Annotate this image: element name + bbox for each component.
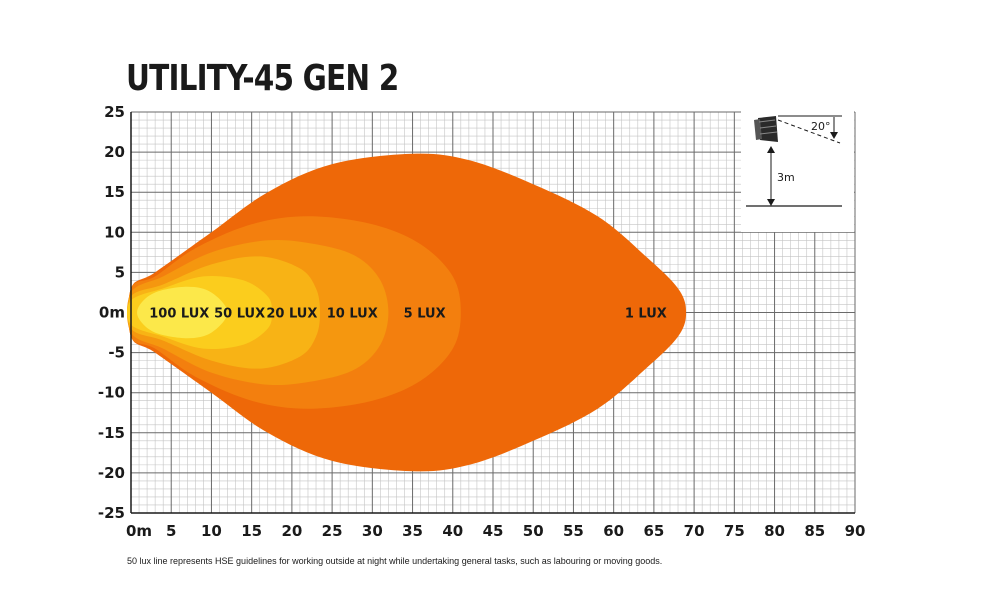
x-tick-label: 5 [166,522,176,540]
x-tick-label: 65 [643,522,664,540]
x-tick-label: 85 [804,522,825,540]
zone-label-50-lux: 50 LUX [214,307,265,322]
y-tick-label: -25 [98,504,125,522]
x-tick-label: 0m [126,522,152,540]
x-tick-label: 50 [523,522,544,540]
y-tick-label: 20 [104,143,125,161]
zone-label-5-lux: 5 LUX [404,307,446,322]
y-tick-label: 5 [115,263,125,281]
x-tick-label: 70 [684,522,705,540]
angle-label: 20° [811,120,831,133]
zone-label-100-lux: 100 LUX [149,307,209,322]
y-tick-label: -20 [98,464,125,482]
x-tick-label: 80 [764,522,785,540]
x-tick-label: 35 [402,522,423,540]
zone-label-10-lux: 10 LUX [327,307,378,322]
lamp-icon [754,116,778,142]
x-tick-label: 15 [241,522,262,540]
y-tick-label: -10 [98,384,125,402]
axes [130,112,855,514]
x-tick-label: 45 [483,522,504,540]
x-tick-label: 90 [845,522,866,540]
y-tick-label: 10 [104,223,125,241]
lux-zones [127,153,687,472]
chart-title: UTILITY-45 GEN 2 [126,58,399,99]
y-tick-label: 0m [99,304,125,322]
zone-100-lux [137,286,228,339]
x-tick-label: 30 [362,522,383,540]
y-tick-label: -15 [98,424,125,442]
x-tick-label: 60 [603,522,624,540]
height-label: 3m [777,171,795,184]
zone-label-1-lux: 1 LUX [625,307,667,322]
x-tick-labels: 0m 5 10 15 20 25 30 35 40 45 50 55 60 65 70 75 80 85 90 [126,522,865,540]
zone-labels: 100 LUX 50 LUX 20 LUX 10 LUX 5 LUX 1 LUX [149,307,667,322]
zone-label-20-lux: 20 LUX [266,307,317,322]
y-tick-label: -5 [108,344,125,362]
y-tick-label: 25 [104,103,125,121]
x-tick-label: 55 [563,522,584,540]
y-tick-label: 15 [104,183,125,201]
footnote: 50 lux line represents HSE guidelines fo… [127,556,663,566]
x-tick-label: 10 [201,522,222,540]
x-tick-label: 75 [724,522,745,540]
mounting-diagram: 20° 3m [741,109,854,232]
y-tick-labels: 25 20 15 10 5 0m -5 -10 -15 -20 -25 [98,103,125,522]
x-tick-label: 20 [281,522,302,540]
x-tick-label: 40 [442,522,463,540]
x-tick-label: 25 [322,522,343,540]
